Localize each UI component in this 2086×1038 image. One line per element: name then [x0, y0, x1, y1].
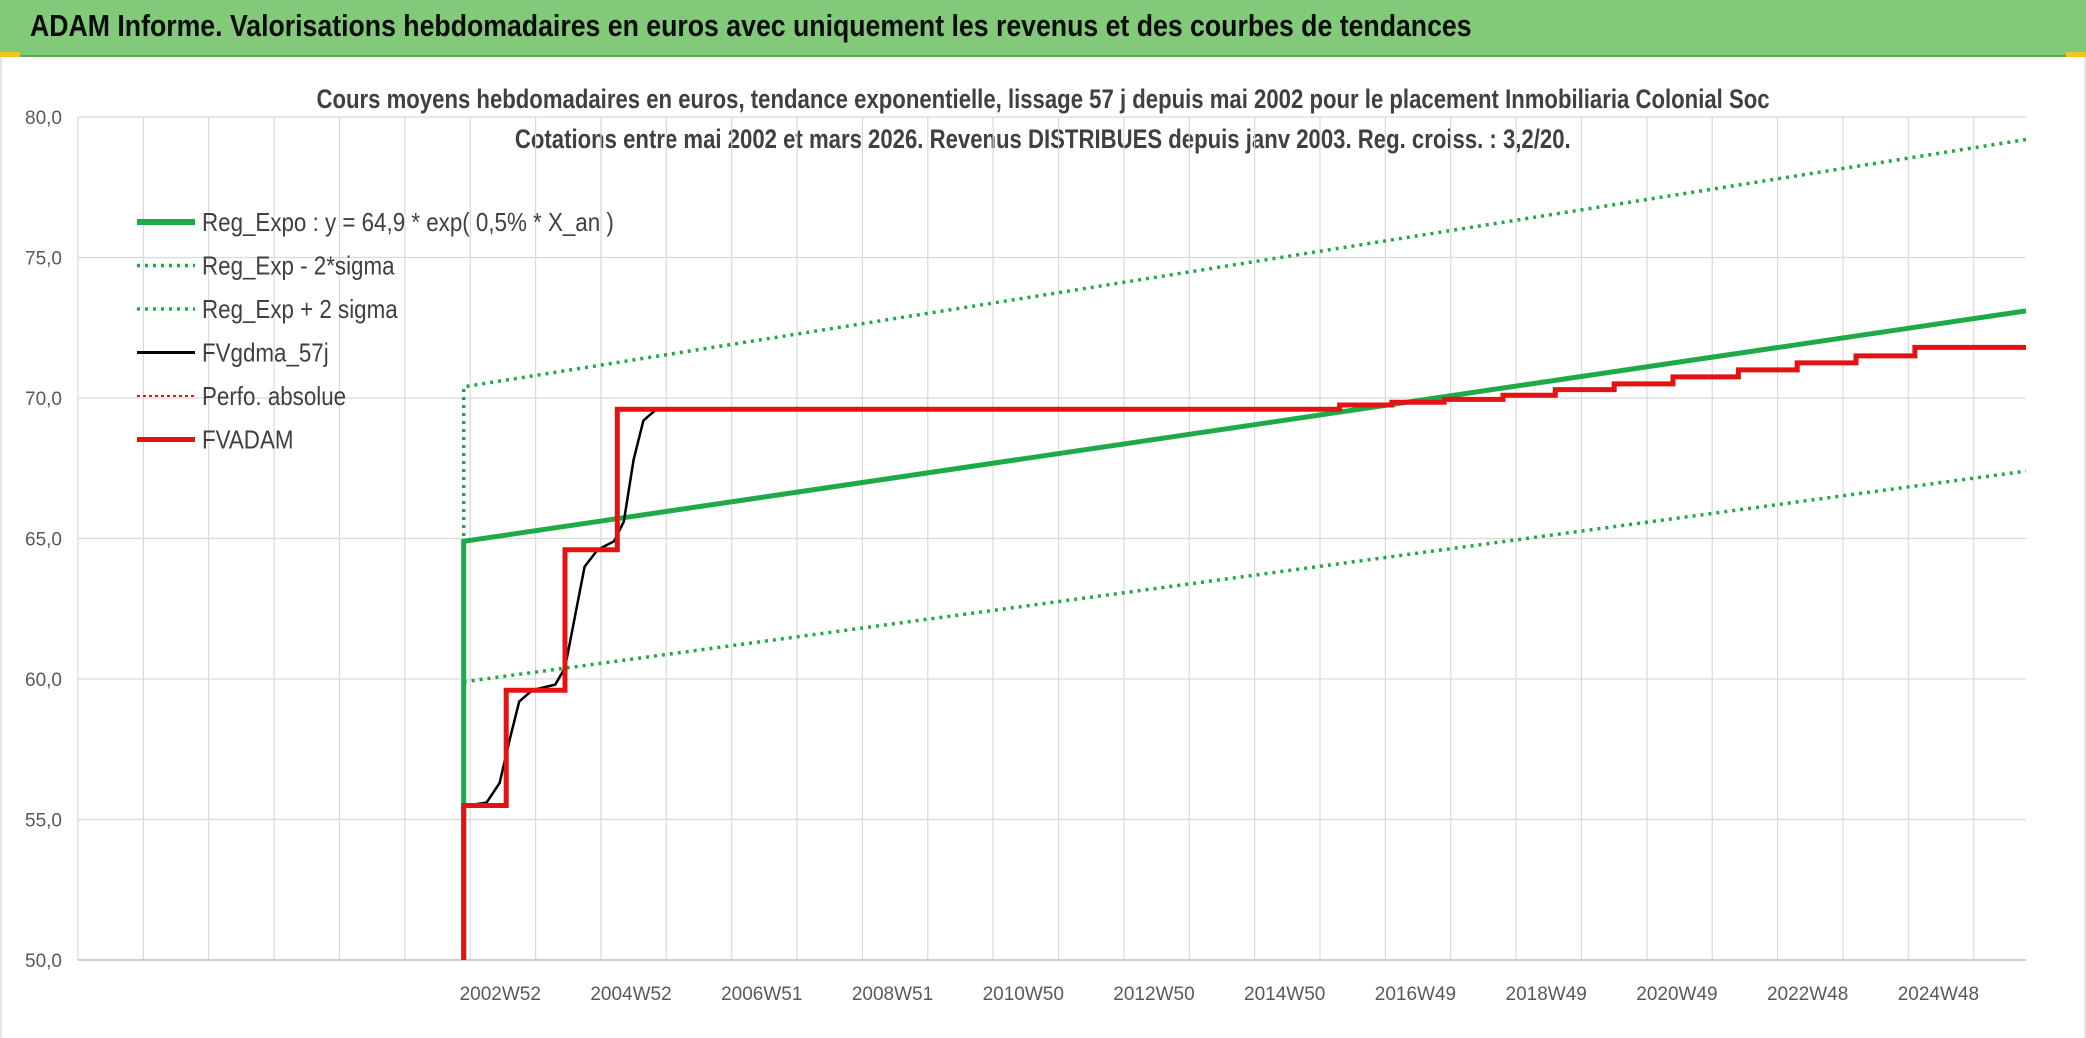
x-tick-label: 2020W49 [1636, 984, 1717, 1005]
x-tick-label: 2010W50 [983, 984, 1064, 1005]
x-tick-label: 2022W48 [1767, 984, 1848, 1005]
x-tick-label: 2006W51 [721, 984, 802, 1005]
y-tick-label: 50,0 [25, 951, 62, 972]
chart-subtitle: Cotations entre mai 2002 et mars 2026. R… [0, 124, 2086, 155]
legend-label: Reg_Expo : y = 64,9 * exp( 0,5% * X_an ) [202, 208, 614, 237]
chart-frame [0, 57, 2086, 1038]
corner-mark-right [2066, 52, 2086, 57]
x-tick-label: 2024W48 [1898, 984, 1979, 1005]
legend-label: FVADAM [202, 426, 293, 455]
corner-mark-left [0, 52, 20, 57]
legend-label: Reg_Exp - 2*sigma [202, 252, 395, 281]
chart-title-text: Cours moyens hebdomadaires en euros, ten… [316, 84, 1770, 114]
chart-title: Cours moyens hebdomadaires en euros, ten… [0, 84, 2086, 115]
x-tick-label: 2004W52 [590, 984, 671, 1005]
x-tick-label: 2014W50 [1244, 984, 1325, 1005]
series-line-1 [463, 469, 2027, 684]
x-tick-label: 2016W49 [1375, 984, 1456, 1005]
y-tick-label: 60,0 [25, 670, 62, 691]
report-banner: ADAM Informe. Valorisations hebdomadaire… [0, 0, 2086, 57]
series-line-2 [461, 137, 2027, 960]
legend-label: FVgdma_57j [202, 339, 329, 368]
x-tick-label: 2002W52 [460, 984, 541, 1005]
series-line-4 [461, 344, 2026, 960]
y-tick-label: 70,0 [25, 389, 62, 410]
grid-lines [77, 116, 2026, 961]
legend-label: Reg_Exp + 2 sigma [202, 295, 398, 324]
x-tick-label: 2008W51 [852, 984, 933, 1005]
series-line-3 [466, 407, 680, 807]
y-tick-label: 65,0 [25, 530, 62, 551]
legend: Reg_Expo : y = 64,9 * exp( 0,5% * X_an )… [137, 208, 614, 455]
x-axis: 2002W52 2004W52 2006W51 2008W51 2010W50 2012W… [460, 984, 1979, 1005]
chart-subtitle-text: Cotations entre mai 2002 et mars 2026. R… [515, 124, 1571, 154]
y-tick-label: 55,0 [25, 811, 62, 832]
x-tick-label: 2012W50 [1113, 984, 1194, 1005]
report-title: ADAM Informe. Valorisations hebdomadaire… [30, 8, 1472, 43]
x-tick-label: 2018W49 [1506, 984, 1587, 1005]
y-tick-label: 75,0 [25, 249, 62, 270]
legend-label: Perfo. absolue [202, 382, 346, 411]
y-axis: 50,0 55,0 60,0 65,0 70,0 75,0 80,0 [25, 108, 62, 972]
series-group [461, 137, 2027, 960]
y-tick-label: 80,0 [25, 108, 62, 129]
